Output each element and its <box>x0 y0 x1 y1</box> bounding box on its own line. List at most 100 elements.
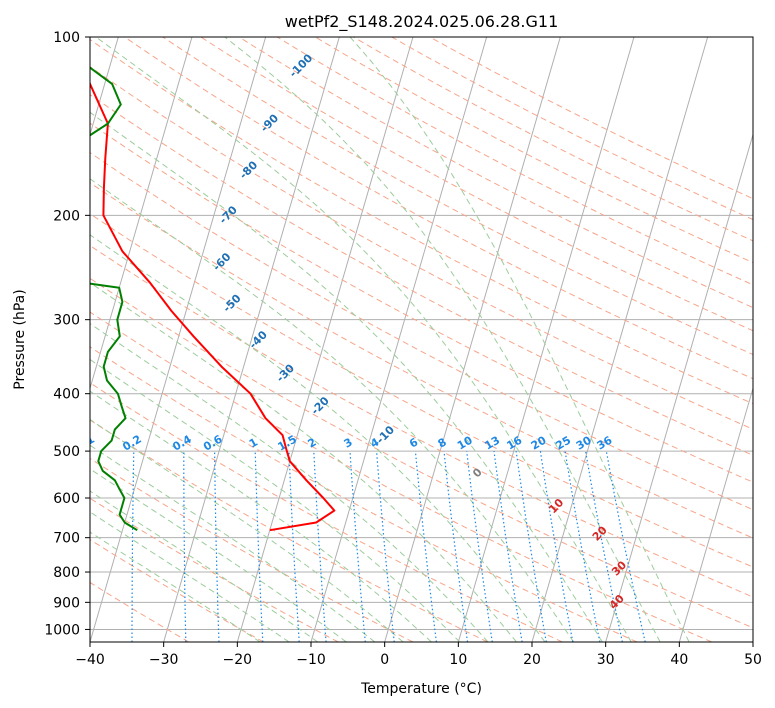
isotherm-line <box>605 132 753 642</box>
mixing-ratio-label: 8 <box>436 436 449 451</box>
mixing-ratio-line <box>313 451 327 642</box>
x-tick-label: 10 <box>449 652 467 668</box>
mixing-ratio-label: 36 <box>595 433 615 452</box>
dry-adiabat-line <box>315 37 753 264</box>
dry-adiabat-line <box>353 37 753 242</box>
moist-adiabat-line <box>90 490 319 642</box>
dry-adiabat-line <box>90 581 190 642</box>
dry-adiabat-label: -50 <box>220 292 243 315</box>
mixing-ratio-line <box>443 451 469 642</box>
isotherm-line <box>163 37 340 642</box>
mixing-ratio-line <box>515 451 547 642</box>
dry-adiabat-label: -60 <box>210 250 233 273</box>
mixing-ratio-line <box>414 451 437 642</box>
mixing-ratio-line <box>82 451 87 642</box>
isotherm-line <box>90 37 193 391</box>
mixing-ratio-line <box>493 451 523 642</box>
dry-adiabat-label: 0 <box>470 465 485 480</box>
mixing-ratio-label: 2 <box>305 436 318 451</box>
mixing-ratio-line <box>466 451 493 642</box>
mixing-ratio-label: 16 <box>504 433 524 452</box>
x-tick-label: 50 <box>744 652 762 668</box>
mixing-ratio-label: 13 <box>482 434 502 453</box>
x-tick-label: −20 <box>223 652 253 668</box>
dry-adiabat-line <box>90 94 753 456</box>
moist-adiabat-line <box>90 281 517 642</box>
x-tick-label: −30 <box>149 652 179 668</box>
y-tick-label: 100 <box>53 30 80 46</box>
dry-adiabat-line <box>276 37 753 286</box>
chart-title: wetPf2_S148.2024.025.06.28.G11 <box>285 12 559 32</box>
mixing-ratio-line <box>585 451 623 642</box>
dry-adiabat-label: -100 <box>287 51 316 80</box>
mixing-ratio-line <box>605 450 646 642</box>
mixing-ratio-line <box>376 451 395 642</box>
dry-adiabat-line <box>90 497 339 642</box>
moist-adiabat-line <box>90 531 261 642</box>
dry-adiabat-line <box>124 37 753 380</box>
dry-adiabat-line <box>90 151 753 511</box>
plot-frame <box>89 36 754 643</box>
mixing-ratio-line <box>288 451 300 642</box>
mixing-ratio-line <box>131 451 135 642</box>
mixing-ratio-label: 1 <box>247 436 260 451</box>
mixing-ratio-label: 0.6 <box>201 432 225 453</box>
x-tick-label: −10 <box>296 652 326 668</box>
x-axis-title: Temperature (°C) <box>360 681 482 697</box>
dry-adiabat-label: 10 <box>546 496 566 516</box>
mixing-ratio-label: 25 <box>553 434 573 453</box>
dry-adiabat-line <box>90 277 753 629</box>
moist-adiabat-line <box>95 37 632 642</box>
isotherm-line <box>678 386 753 642</box>
y-tick-label: 900 <box>53 595 80 611</box>
y-axis-title: Pressure (hPa) <box>12 289 28 389</box>
dry-adiabat-line <box>90 311 712 642</box>
mixing-ratio-label: 0.1 <box>74 433 97 454</box>
dry-adiabat-line <box>200 37 753 332</box>
dry-adiabat-label: 30 <box>609 558 629 578</box>
y-tick-label: 200 <box>53 208 80 224</box>
x-tick-label: −40 <box>75 652 105 668</box>
moist-adiabat-line <box>90 323 489 642</box>
dry-adiabat-line <box>90 182 753 539</box>
dry-adiabat-label: 40 <box>607 592 627 612</box>
moist-adiabat-line <box>90 111 603 642</box>
moist-adiabat-line <box>90 390 432 642</box>
y-tick-label: 600 <box>53 491 80 507</box>
y-tick-label: 500 <box>53 444 80 460</box>
dry-adiabat-label: -80 <box>237 158 260 181</box>
dry-adiabat-label: -20 <box>309 394 332 417</box>
dry-adiabat-line <box>238 37 753 309</box>
dry-adiabat-label: -90 <box>258 111 281 134</box>
moist-adiabat-line <box>90 234 546 642</box>
x-tick-label: 0 <box>380 652 389 668</box>
isotherm-line <box>90 37 267 642</box>
dry-adiabat-label: -30 <box>274 361 297 384</box>
x-tick-label: 30 <box>597 652 615 668</box>
y-tick-label: 300 <box>53 313 80 329</box>
mixing-ratio-label: 0.2 <box>120 433 143 454</box>
x-tick-label: 20 <box>523 652 541 668</box>
dry-adiabat-line <box>90 213 753 568</box>
dry-adiabat-line <box>90 346 638 642</box>
mixing-ratio-line <box>539 451 574 642</box>
dry-adiabat-line <box>90 382 563 642</box>
mixing-ratio-line <box>254 451 264 642</box>
moist-adiabat-line <box>90 178 575 642</box>
temperature-profile-line <box>90 80 336 532</box>
mixing-ratio-label: 3 <box>342 436 355 451</box>
dry-adiabat-line <box>90 38 753 405</box>
dry-adiabat-label: -40 <box>247 328 270 351</box>
x-tick-label: 40 <box>670 652 688 668</box>
moist-adiabat-line <box>90 358 461 642</box>
isotherm-line <box>457 37 635 642</box>
mixing-ratio-label: 10 <box>455 433 475 452</box>
isotherm-line <box>384 37 561 642</box>
dewpoint-profile-line <box>90 66 138 532</box>
dry-adiabat-line <box>90 457 414 642</box>
mixing-ratio-line <box>564 451 601 642</box>
y-tick-label: 800 <box>53 565 80 581</box>
moist-adiabat-line <box>90 468 347 642</box>
y-tick-label: 1000 <box>44 622 80 638</box>
